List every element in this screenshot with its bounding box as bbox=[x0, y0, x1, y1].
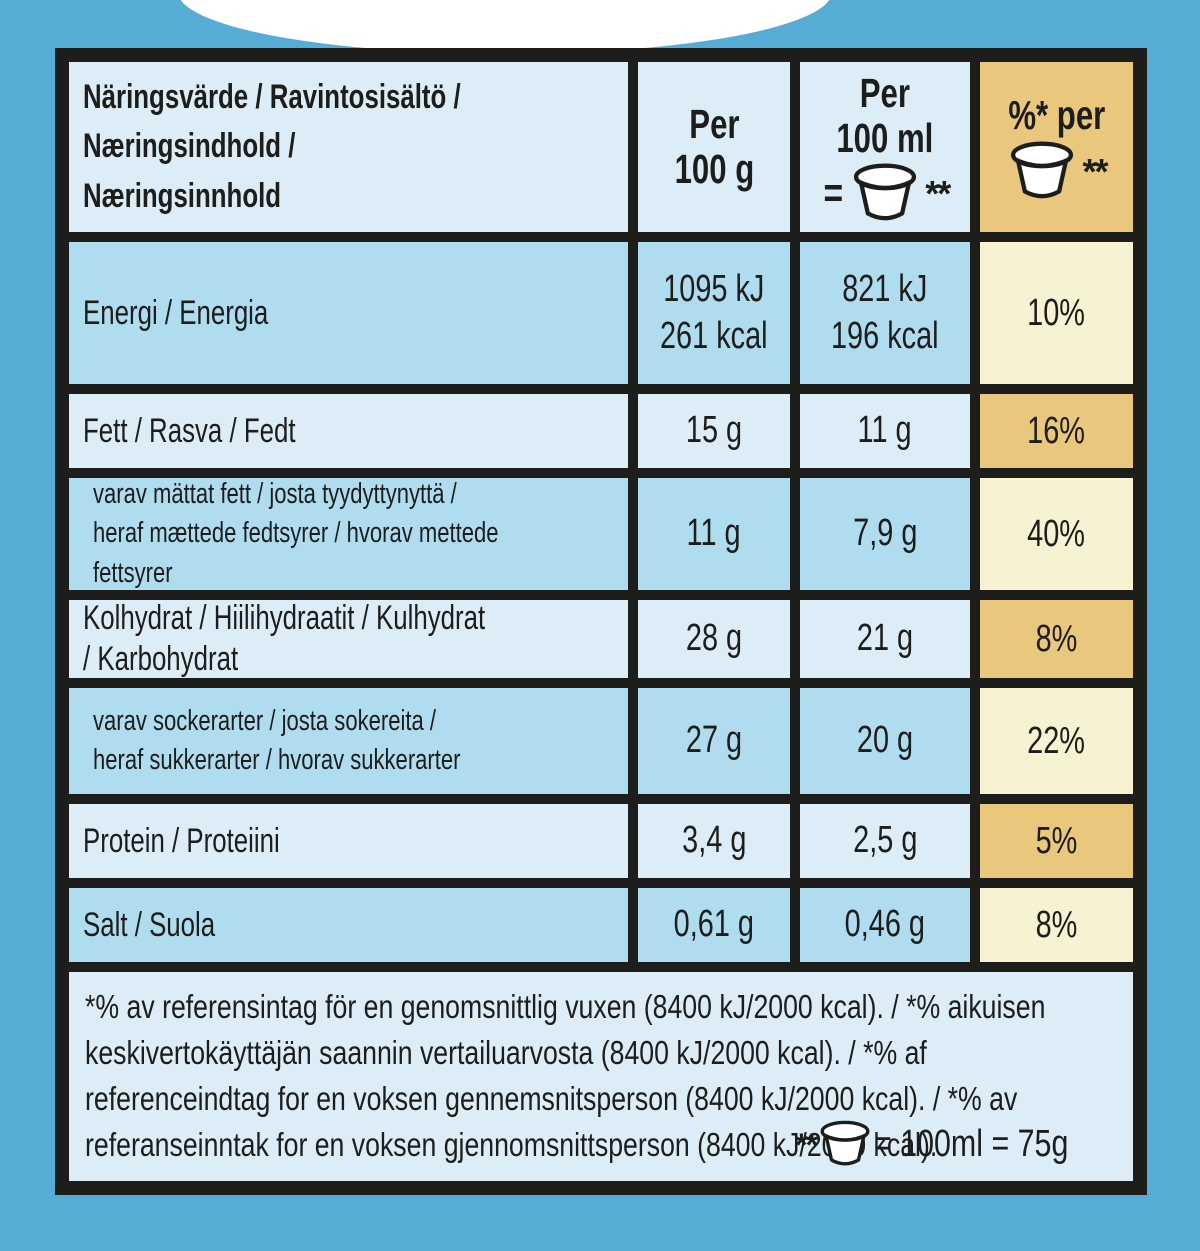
carbohydrate-per100ml-value: 21 g bbox=[856, 617, 914, 660]
carbohydrate-per100g-value: 28 g bbox=[685, 617, 743, 660]
header-per-100g-cell: Per 100 g bbox=[638, 62, 790, 232]
salt-pct-value: 8% bbox=[1035, 903, 1078, 946]
fat-pct-value: 16% bbox=[1027, 409, 1086, 452]
protein-per100g-value: 3,4 g bbox=[681, 819, 747, 862]
carbohydrate-per100ml-cell: 21 g bbox=[800, 600, 970, 678]
saturated-fat-per100g-value: 11 g bbox=[686, 512, 742, 555]
energy-label-cell: Energi / Energia bbox=[69, 242, 628, 384]
energy-per100ml-value: 821 kJ 196 kcal bbox=[831, 267, 939, 358]
salt-per100g-cell: 0,61 g bbox=[638, 888, 790, 962]
protein-label: Protein / Proteiini bbox=[83, 821, 280, 860]
sugars-per100ml-value: 20 g bbox=[856, 719, 914, 762]
header-per-100ml-label: Per 100 ml bbox=[836, 69, 934, 161]
saturated-fat-per100g-cell: 11 g bbox=[638, 478, 790, 590]
header-pct-cell: %* per ** bbox=[980, 62, 1133, 232]
header-pct-icon-line: ** bbox=[1006, 141, 1109, 201]
saturated-fat-label-cell: varav mättat fett / josta tyydyttynyttä … bbox=[69, 478, 628, 590]
equals-sign: = bbox=[823, 169, 843, 217]
sugars-pct-cell: 22% bbox=[980, 688, 1133, 794]
fat-per100ml-value: 11 g bbox=[857, 409, 913, 452]
saturated-fat-pct-cell: 40% bbox=[980, 478, 1133, 590]
sugars-label: varav sockerarter / josta sokereita / he… bbox=[93, 704, 461, 776]
salt-per100g-value: 0,61 g bbox=[673, 903, 755, 946]
sugars-per100ml-cell: 20 g bbox=[800, 688, 970, 794]
ice-cream-tub-icon bbox=[820, 1120, 870, 1166]
fat-per100ml-cell: 11 g bbox=[800, 394, 970, 468]
fat-per100g-cell: 15 g bbox=[638, 394, 790, 468]
sugars-per100g-value: 27 g bbox=[685, 719, 743, 762]
header-nutrient-label-cell: Näringsvärde / Ravintosisältö / Næringsi… bbox=[69, 62, 628, 232]
fat-per100g-value: 15 g bbox=[685, 409, 743, 452]
header-per-100ml-icon-line: = ** bbox=[821, 163, 951, 223]
ice-cream-tub-icon bbox=[854, 163, 917, 221]
carbohydrate-pct-value: 8% bbox=[1035, 617, 1078, 660]
fat-label-cell: Fett / Rasva / Fedt bbox=[69, 394, 628, 468]
salt-label: Salt / Suola bbox=[83, 905, 216, 944]
saturated-fat-per100ml-cell: 7,9 g bbox=[800, 478, 970, 590]
energy-pct-cell: 10% bbox=[980, 242, 1133, 384]
carbohydrate-label-cell: Kolhydrat / Hiilihydraatit / Kulhydrat /… bbox=[69, 600, 628, 678]
footnote-text: *% av referensintag för en genomsnittlig… bbox=[85, 988, 1046, 1163]
header-nutrient-label: Näringsvärde / Ravintosisältö / Næringsi… bbox=[83, 78, 461, 215]
protein-per100ml-value: 2,5 g bbox=[852, 819, 918, 862]
energy-label: Energi / Energia bbox=[83, 293, 269, 332]
legend-equivalence-text: = 100ml = 75g bbox=[874, 1122, 1069, 1165]
header-per-100ml-cell: Per 100 ml = ** bbox=[800, 62, 970, 232]
protein-pct-value: 5% bbox=[1035, 819, 1078, 862]
energy-pct-value: 10% bbox=[1027, 291, 1086, 334]
protein-pct-cell: 5% bbox=[980, 804, 1133, 878]
protein-per100ml-cell: 2,5 g bbox=[800, 804, 970, 878]
salt-per100ml-cell: 0,46 g bbox=[800, 888, 970, 962]
double-asterisk: ** bbox=[1082, 150, 1108, 192]
protein-label-cell: Protein / Proteiini bbox=[69, 804, 628, 878]
tub-equivalence-legend: ** = 100ml = 75g bbox=[795, 1113, 1117, 1175]
double-asterisk: ** bbox=[795, 1127, 818, 1163]
energy-per100g-cell: 1095 kJ 261 kcal bbox=[638, 242, 790, 384]
sugars-label-cell: varav sockerarter / josta sokereita / he… bbox=[69, 688, 628, 794]
saturated-fat-pct-value: 40% bbox=[1027, 512, 1086, 555]
header-per-100g-label: Per 100 g bbox=[674, 100, 754, 192]
ice-cream-tub-icon bbox=[1011, 141, 1074, 198]
energy-per100ml-cell: 821 kJ 196 kcal bbox=[800, 242, 970, 384]
salt-pct-cell: 8% bbox=[980, 888, 1133, 962]
carbohydrate-pct-cell: 8% bbox=[980, 600, 1133, 678]
carbohydrate-label: Kolhydrat / Hiilihydraatit / Kulhydrat /… bbox=[83, 600, 486, 678]
protein-per100g-cell: 3,4 g bbox=[638, 804, 790, 878]
fat-label: Fett / Rasva / Fedt bbox=[83, 411, 296, 450]
carbohydrate-per100g-cell: 28 g bbox=[638, 600, 790, 678]
fat-pct-cell: 16% bbox=[980, 394, 1133, 468]
sugars-per100g-cell: 27 g bbox=[638, 688, 790, 794]
salt-label-cell: Salt / Suola bbox=[69, 888, 628, 962]
salt-per100ml-value: 0,46 g bbox=[844, 903, 926, 946]
energy-per100g-value: 1095 kJ 261 kcal bbox=[660, 267, 768, 358]
sugars-pct-value: 22% bbox=[1027, 719, 1086, 762]
footnote-cell: *% av referensintag för en genomsnittlig… bbox=[69, 972, 1133, 1181]
package-white-dome bbox=[178, 0, 832, 54]
nutrition-table: Näringsvärde / Ravintosisältö / Næringsi… bbox=[55, 48, 1147, 1195]
double-asterisk: ** bbox=[925, 173, 951, 215]
saturated-fat-label: varav mättat fett / josta tyydyttynyttä … bbox=[93, 478, 499, 589]
saturated-fat-per100ml-value: 7,9 g bbox=[852, 512, 918, 555]
header-pct-label: %* per bbox=[1008, 92, 1105, 139]
